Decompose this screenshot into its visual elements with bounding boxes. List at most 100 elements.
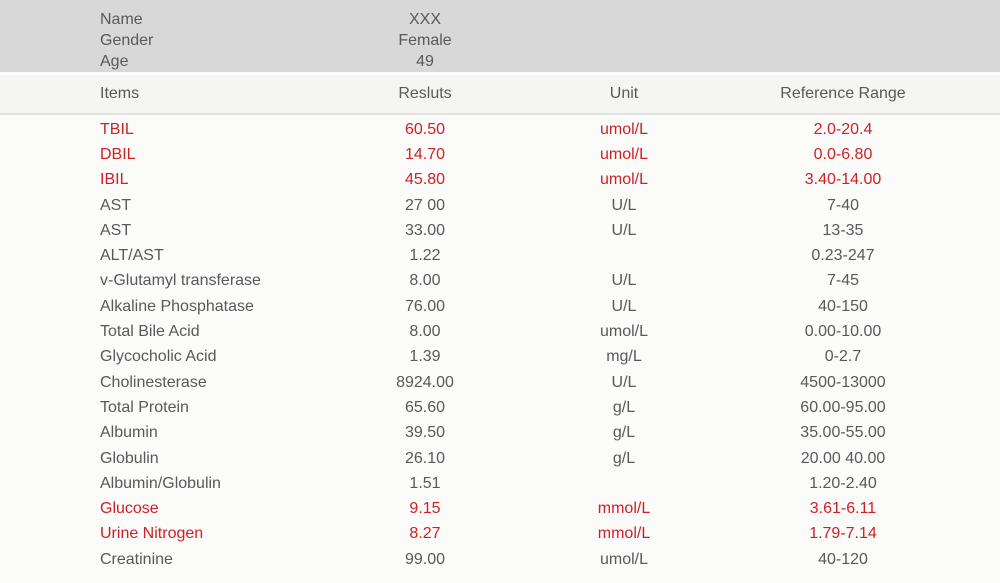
result-value: 99.00	[404, 550, 446, 568]
result-value: 65.60	[404, 398, 446, 416]
item-name: Urine Nitrogen	[100, 525, 204, 543]
reference-range-value: 13-35	[822, 221, 864, 239]
patient-field-label: Gender	[100, 31, 154, 49]
unit-value: U/L	[611, 297, 637, 315]
table-row: ALT/AST 1.22 0.23-247	[0, 243, 1000, 268]
table-row: Urine Nitrogen 8.27 mmol/L 1.79-7.14	[0, 522, 1000, 547]
table-row: IBIL 45.80 umol/L 3.40-14.00	[0, 168, 1000, 193]
table-row: v-Glutamyl transferase 8.00 U/L 7-45	[0, 269, 1000, 294]
unit-value: U/L	[611, 373, 637, 391]
unit-value: U/L	[611, 272, 637, 290]
patient-field-value: Female	[398, 31, 452, 49]
table-row: Glycocholic Acid 1.39 mg/L 0-2.7	[0, 345, 1000, 370]
result-value: 76.00	[404, 297, 446, 315]
result-value: 1.51	[409, 474, 441, 492]
column-header-reference-range: Reference Range	[780, 85, 906, 102]
band-separator	[0, 72, 1000, 75]
result-value: 33.00	[404, 221, 446, 239]
table-row: Globulin 26.10 g/L 20.00 40.00	[0, 446, 1000, 471]
table-row: Albumin/Globulin 1.51 1.20-2.40	[0, 471, 1000, 496]
patient-field-label: Name	[100, 10, 143, 28]
result-value: 60.50	[404, 120, 446, 138]
unit-value: g/L	[612, 424, 636, 442]
unit-value: mmol/L	[597, 525, 651, 543]
table-row: TBIL 60.50 umol/L 2.0-20.4	[0, 117, 1000, 142]
unit-value: mmol/L	[597, 500, 651, 518]
unit-value: g/L	[612, 449, 636, 467]
reference-range-value: 40-150	[818, 297, 868, 315]
column-header-results: Resluts	[398, 85, 452, 102]
patient-field-name: Name XXX	[0, 9, 1000, 30]
item-name: DBIL	[100, 145, 136, 163]
item-name: Creatinine	[100, 550, 173, 568]
unit-value: umol/L	[599, 550, 649, 568]
patient-info-band: Name XXX Gender Female Age 49	[0, 0, 1000, 72]
item-name: Total Protein	[100, 398, 189, 416]
table-header-row: Items Resluts Unit Reference Range	[0, 75, 1000, 113]
table-row: Glucose 9.15 mmol/L 3.61-6.11	[0, 496, 1000, 521]
table-row: AST 33.00 U/L 13-35	[0, 218, 1000, 243]
reference-range-value: 20.00 40.00	[800, 449, 886, 467]
reference-range-value: 40-120	[818, 550, 868, 568]
result-value: 8.00	[409, 323, 441, 341]
patient-field-age: Age 49	[0, 51, 1000, 72]
item-name: Albumin/Globulin	[100, 474, 221, 492]
reference-range-value: 2.0-20.4	[813, 120, 873, 138]
unit-value: umol/L	[599, 171, 649, 189]
item-name: Albumin	[100, 424, 158, 442]
unit-value: g/L	[612, 398, 636, 416]
table-row: Total Protein 65.60 g/L 60.00-95.00	[0, 395, 1000, 420]
table-row: Cholinesterase 8924.00 U/L 4500-13000	[0, 370, 1000, 395]
table-row: AST 27 00 U/L 7-40	[0, 193, 1000, 218]
unit-value: umol/L	[599, 145, 649, 163]
reference-range-value: 7-45	[826, 272, 860, 290]
item-name: Cholinesterase	[100, 373, 207, 391]
unit-value: U/L	[611, 221, 637, 239]
patient-field-value: XXX	[408, 10, 441, 28]
item-name: v-Glutamyl transferase	[100, 272, 261, 290]
result-value: 8.00	[409, 272, 441, 290]
reference-range-value: 7-40	[826, 196, 860, 214]
unit-value: mg/L	[606, 348, 642, 366]
reference-range-value: 0.00-10.00	[804, 323, 882, 341]
unit-value: umol/L	[599, 323, 649, 341]
item-name: AST	[100, 221, 132, 239]
item-name: IBIL	[100, 171, 129, 189]
column-header-unit: Unit	[609, 85, 639, 102]
reference-range-value: 3.40-14.00	[804, 171, 882, 189]
reference-range-value: 35.00-55.00	[800, 424, 886, 442]
table-row: Alkaline Phosphatase 76.00 U/L 40-150	[0, 294, 1000, 319]
item-name: AST	[100, 196, 132, 214]
result-value: 14.70	[404, 145, 446, 163]
patient-field-gender: Gender Female	[0, 30, 1000, 51]
reference-range-value: 0.23-247	[811, 247, 875, 265]
result-value: 8924.00	[396, 373, 454, 391]
result-value: 39.50	[404, 424, 446, 442]
result-value: 8.27	[409, 525, 441, 543]
reference-range-value: 60.00-95.00	[800, 398, 886, 416]
table-row: Total Bile Acid 8.00 umol/L 0.00-10.00	[0, 319, 1000, 344]
result-value: 27 00	[404, 196, 446, 214]
result-value: 1.22	[409, 247, 441, 265]
item-name: Glycocholic Acid	[100, 348, 217, 366]
item-name: ALT/AST	[100, 247, 164, 265]
item-name: Globulin	[100, 449, 159, 467]
table-row: DBIL 14.70 umol/L 0.0-6.80	[0, 142, 1000, 167]
result-value: 26.10	[404, 449, 446, 467]
result-value: 45.80	[404, 171, 446, 189]
item-name: TBIL	[100, 120, 134, 138]
item-name: Glucose	[100, 500, 159, 518]
reference-range-value: 3.61-6.11	[809, 500, 877, 518]
results-table-body: TBIL 60.50 umol/L 2.0-20.4 DBIL 14.70 um…	[0, 115, 1000, 572]
item-name: Total Bile Acid	[100, 323, 200, 341]
result-value: 1.39	[409, 348, 441, 366]
reference-range-value: 4500-13000	[800, 373, 886, 391]
header-divider	[0, 113, 1000, 115]
result-value: 9.15	[409, 500, 441, 518]
reference-range-value: 1.20-2.40	[809, 474, 877, 492]
unit-value: U/L	[611, 196, 637, 214]
reference-range-value: 0-2.7	[824, 348, 862, 366]
unit-value: umol/L	[599, 120, 649, 138]
patient-field-label: Age	[100, 52, 129, 70]
